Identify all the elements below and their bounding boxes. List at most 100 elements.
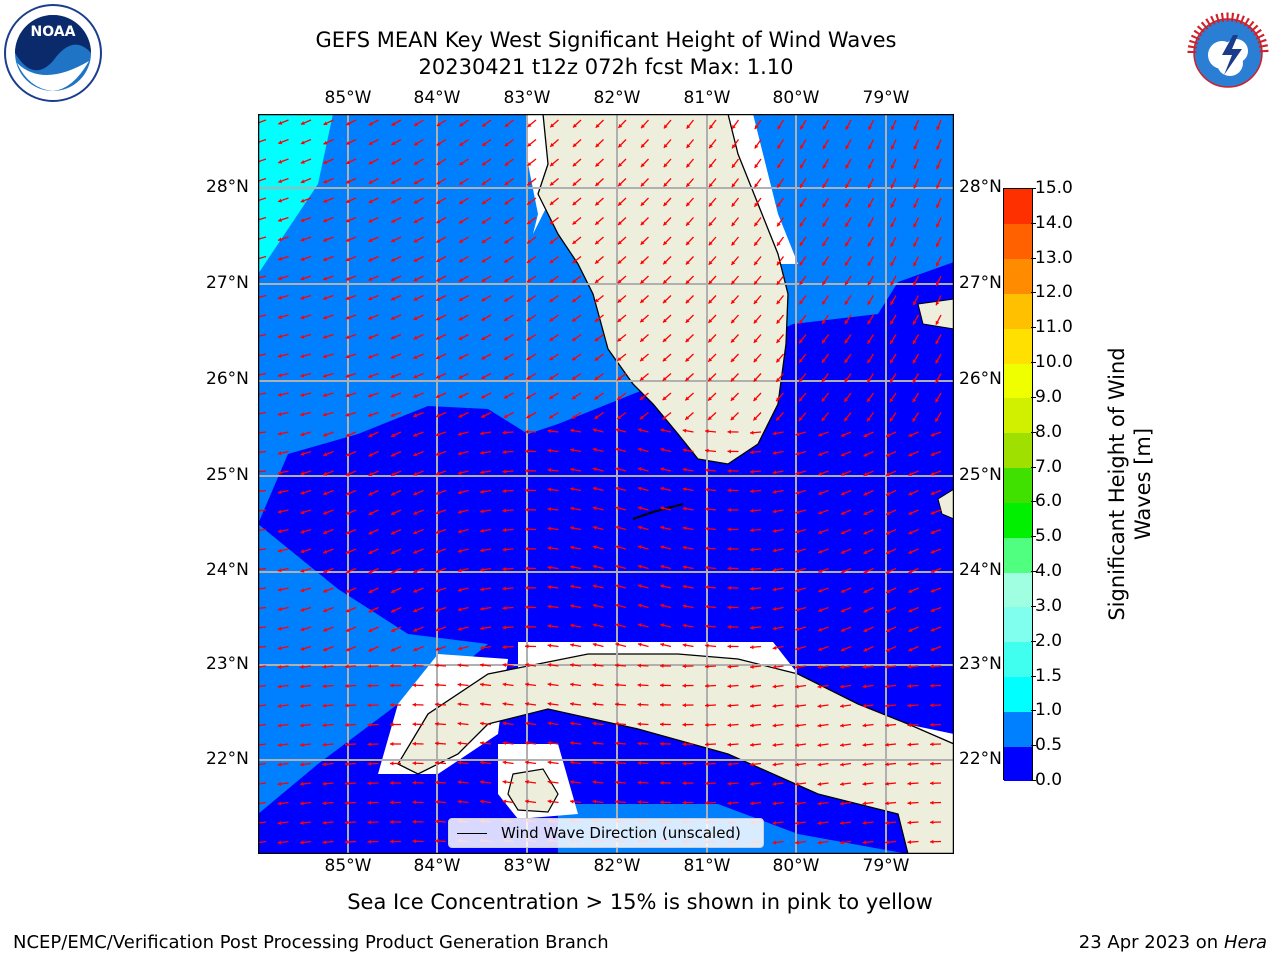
wave-direction-arrowhead	[480, 509, 484, 514]
wave-direction-arrowhead	[390, 780, 394, 785]
wave-direction-arrow	[258, 294, 267, 299]
wave-direction-arrowhead	[844, 339, 849, 344]
wave-direction-arrowhead	[708, 221, 713, 226]
wave-direction-arrowhead	[322, 664, 327, 669]
wave-direction-arrowhead	[772, 742, 777, 747]
wave-direction-arrowhead	[549, 337, 554, 341]
wave-direction-arrowhead	[345, 722, 349, 727]
wave-direction-arrowhead	[367, 664, 371, 669]
wave-direction-arrowhead	[930, 722, 934, 727]
wave-direction-arrowhead	[300, 801, 304, 806]
wave-direction-arrow	[258, 314, 267, 318]
wave-direction-arrowhead	[885, 801, 889, 806]
wave-direction-arrowhead	[502, 606, 507, 611]
wave-direction-arrowhead	[413, 628, 418, 632]
wave-direction-arrowhead	[660, 623, 665, 628]
wave-direction-arrowhead	[731, 222, 736, 227]
wave-direction-arrowhead	[772, 762, 777, 767]
wave-direction-arrowhead	[502, 430, 507, 435]
wave-direction-arrowhead	[817, 782, 822, 787]
wave-direction-arrowhead	[753, 300, 758, 304]
wave-direction-arrowhead	[323, 588, 328, 593]
wave-direction-arrowhead	[368, 413, 372, 417]
wave-direction-arrowhead	[481, 278, 486, 282]
wave-direction-arrowhead	[345, 628, 350, 632]
wave-direction-arrowhead	[795, 821, 799, 826]
wave-direction-arrowhead	[300, 510, 305, 515]
colorbar-tick-label: 10.0	[1031, 352, 1073, 373]
wave-direction-arrowhead	[731, 280, 736, 285]
colorbar-segment	[1004, 293, 1032, 329]
wave-direction-arrowhead	[867, 262, 872, 266]
wave-direction-arrowhead	[707, 416, 712, 420]
wave-direction-arrow	[258, 587, 267, 590]
wave-direction-arrowhead	[795, 568, 800, 573]
wave-direction-arrowhead	[525, 779, 529, 784]
wave-direction-arrowhead	[913, 145, 918, 150]
wave-direction-arrowhead	[776, 339, 781, 343]
wave-direction-arrowhead	[750, 684, 754, 689]
colorbar-segment	[1004, 432, 1032, 469]
wave-direction-arrowhead	[459, 161, 464, 166]
wave-direction-arrowhead	[277, 470, 282, 475]
wave-direction-arrowhead	[777, 125, 782, 130]
wave-direction-arrow	[258, 275, 267, 279]
wave-direction-arrowhead	[525, 468, 529, 473]
wave-direction-arrowhead	[730, 377, 735, 382]
wave-direction-arrowhead	[570, 545, 574, 550]
wave-direction-arrowhead	[682, 623, 687, 628]
wave-direction-arrowhead	[930, 683, 934, 688]
wave-direction-arrowhead	[640, 201, 645, 206]
wave-direction-arrowhead	[413, 608, 418, 613]
wave-direction-arrowhead	[800, 164, 804, 169]
wave-direction-arrowhead	[663, 299, 667, 304]
wave-direction-arrowhead	[322, 742, 327, 747]
wave-direction-arrowhead	[799, 300, 804, 305]
wave-direction-arrowhead	[368, 569, 373, 574]
wave-direction-arrowhead	[727, 684, 732, 689]
wave-direction-arrowhead	[482, 122, 487, 127]
wave-direction-arrowhead	[300, 432, 305, 437]
colorbar-segment	[1004, 641, 1032, 678]
wave-direction-arrowhead	[840, 433, 845, 437]
wave-direction-arrowhead	[862, 820, 867, 825]
wave-direction-arrowhead	[300, 451, 305, 456]
wave-direction-arrowhead	[662, 396, 667, 401]
wave-direction-arrowhead	[867, 398, 871, 402]
wave-direction-arrowhead	[345, 452, 350, 457]
wave-direction-arrowhead	[799, 339, 803, 344]
wave-direction-arrowhead	[502, 760, 507, 765]
wave-direction-arrowhead	[457, 702, 462, 707]
wave-direction-arrowhead	[868, 184, 872, 189]
colorbar-segment	[1004, 572, 1032, 608]
wave-direction-arrowhead	[705, 585, 709, 590]
wave-direction-arrow	[258, 548, 267, 551]
wave-direction-arrowhead	[391, 530, 395, 535]
wave-direction-arrowhead	[300, 703, 304, 708]
wave-direction-arrowhead	[368, 433, 373, 438]
wave-direction-arrowhead	[930, 820, 934, 825]
wave-direction-arrowhead	[547, 799, 552, 804]
wave-direction-arrowhead	[277, 451, 282, 456]
wave-direction-arrowhead	[867, 417, 871, 422]
wave-direction-arrowhead	[705, 546, 709, 551]
wave-direction-arrowhead	[615, 682, 619, 687]
wave-direction-arrowhead	[754, 125, 759, 130]
wave-direction-arrowhead	[368, 628, 373, 633]
colorbar-segment	[1004, 537, 1032, 573]
wave-direction-arrowhead	[772, 684, 777, 689]
wave-direction-arrowhead	[886, 608, 890, 613]
wave-direction-arrow	[258, 119, 267, 124]
wave-direction-arrowhead	[705, 507, 709, 512]
wave-direction-arrowhead	[592, 721, 597, 726]
wave-direction-arrowhead	[391, 550, 395, 554]
wave-direction-arrowhead	[750, 528, 754, 533]
wave-direction-arrowhead	[547, 585, 552, 590]
wave-direction-arrowhead	[412, 839, 416, 844]
wave-direction-arrowhead	[867, 320, 872, 325]
wave-direction-arrowhead	[504, 181, 509, 185]
wave-direction-arrowhead	[727, 605, 731, 610]
wave-direction-arrowhead	[840, 569, 845, 574]
wave-direction-arrowhead	[300, 121, 305, 125]
wave-direction-arrowhead	[414, 161, 418, 165]
